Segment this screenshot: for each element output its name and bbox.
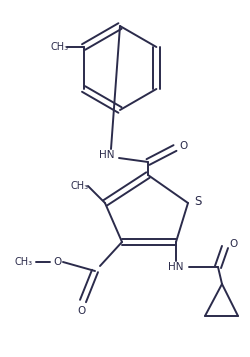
Text: HN: HN — [99, 150, 115, 160]
Text: O: O — [54, 257, 62, 267]
Text: O: O — [78, 306, 86, 316]
Text: CH₃: CH₃ — [50, 42, 69, 52]
Text: O: O — [179, 141, 187, 151]
Text: HN: HN — [168, 262, 184, 272]
Text: CH₃: CH₃ — [15, 257, 33, 267]
Text: O: O — [229, 239, 237, 249]
Text: S: S — [194, 195, 202, 207]
Text: CH₃: CH₃ — [71, 181, 89, 191]
